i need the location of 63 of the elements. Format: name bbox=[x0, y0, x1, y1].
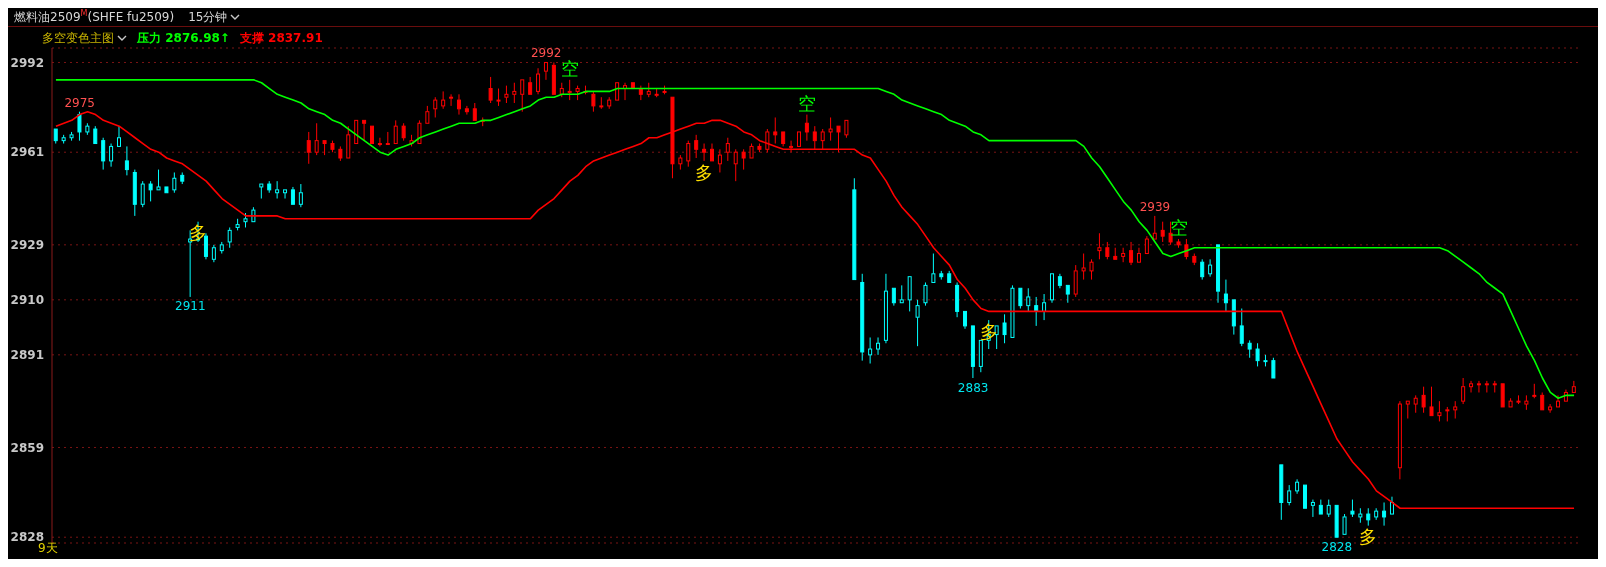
annotation: 多 bbox=[1359, 526, 1378, 548]
candlestick bbox=[789, 140, 794, 153]
candlestick bbox=[883, 273, 888, 344]
annotation: 多 bbox=[695, 161, 714, 183]
annotation: 2911 bbox=[175, 299, 206, 314]
text: 压力 2876.98↑ bbox=[137, 30, 230, 47]
candlestick bbox=[456, 93, 461, 116]
candlestick bbox=[955, 281, 960, 318]
candlestick bbox=[1397, 400, 1402, 480]
annotation: 多 bbox=[189, 222, 208, 244]
annotation: 2939 bbox=[1139, 199, 1171, 214]
candlestick bbox=[1208, 258, 1213, 278]
candlestick bbox=[275, 180, 280, 200]
y-tick-label: 2992 bbox=[10, 55, 44, 70]
candlestick bbox=[1121, 247, 1126, 263]
candlestick bbox=[449, 93, 454, 107]
candlestick bbox=[536, 67, 541, 95]
candlestick bbox=[1382, 501, 1387, 527]
annotation: 空 bbox=[1169, 217, 1188, 239]
y-tick-label: 2961 bbox=[10, 145, 44, 160]
candlestick bbox=[1461, 377, 1466, 405]
candlestick bbox=[203, 232, 208, 260]
text: 支撑 2837.91 bbox=[239, 30, 323, 47]
annotation: 空 bbox=[798, 92, 817, 114]
legend-title: 多空变色主图 bbox=[42, 30, 114, 47]
annotation: 2992 bbox=[530, 46, 562, 61]
annotation: 9天 bbox=[38, 541, 58, 557]
candlestick bbox=[1310, 499, 1315, 518]
y-tick-label: 2891 bbox=[10, 348, 44, 363]
candlestick bbox=[1129, 241, 1134, 266]
y-tick-label: 2910 bbox=[10, 293, 44, 308]
candlestick bbox=[1057, 273, 1062, 289]
candlestick bbox=[1484, 380, 1489, 393]
candlestick bbox=[1295, 478, 1300, 495]
candlestick bbox=[923, 281, 928, 307]
annotation: 2975 bbox=[64, 95, 95, 110]
candlestick bbox=[876, 336, 881, 356]
candlestick bbox=[124, 145, 129, 176]
candlestick bbox=[733, 148, 738, 182]
candlestick bbox=[1548, 403, 1553, 414]
chart-title: 燃料油2509$^{M}$(SHFE fu2509) bbox=[14, 9, 175, 26]
annotation: 2828 bbox=[1321, 539, 1353, 554]
candlestick bbox=[1223, 279, 1228, 312]
candlestick bbox=[773, 116, 778, 145]
candlestick bbox=[717, 148, 722, 173]
candlestick bbox=[211, 244, 216, 263]
candlestick bbox=[1476, 380, 1481, 393]
annotation: 2883 bbox=[957, 380, 989, 395]
candlestick bbox=[1469, 380, 1474, 393]
candlestick bbox=[868, 336, 873, 365]
candlestick bbox=[1042, 293, 1047, 321]
candlestick bbox=[464, 105, 469, 116]
y-tick-label: 2929 bbox=[10, 238, 44, 253]
candlestick bbox=[1200, 258, 1205, 281]
candlestick bbox=[109, 143, 114, 168]
y-tick-label: 2859 bbox=[10, 440, 44, 455]
chart-subtitle: 15分钟 bbox=[188, 9, 228, 26]
candlestick bbox=[702, 143, 707, 162]
candlestick bbox=[741, 148, 746, 171]
annotation: 空 bbox=[560, 57, 579, 79]
candlestick bbox=[172, 171, 177, 194]
candlestick bbox=[401, 122, 406, 142]
candlestick bbox=[804, 114, 809, 142]
